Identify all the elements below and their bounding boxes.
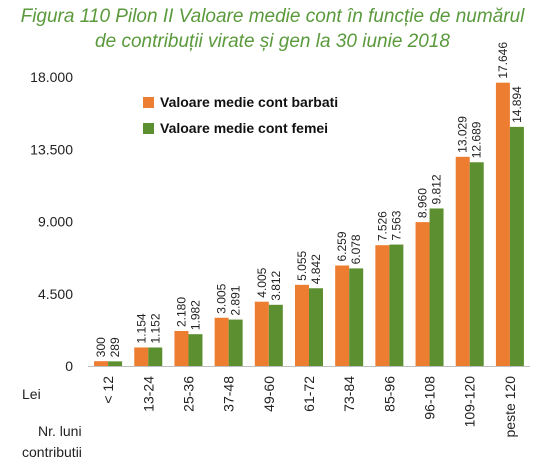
chart-title-line-2: de contribuții virate și gen la 30 iunie… (95, 31, 450, 52)
bar-femei (349, 268, 364, 366)
data-label-femei: 12.689 (470, 121, 484, 158)
bar-barbati (495, 82, 510, 367)
bar-barbati (375, 245, 390, 366)
legend-swatch-femei (143, 123, 154, 134)
x-tick-label: 13-24 (140, 376, 156, 412)
bar-femei (148, 347, 163, 366)
x-tick-label: 61-72 (301, 376, 317, 412)
data-label-barbati: 300 (94, 337, 108, 357)
legend-label-barbati: Valoare medie cont barbati (160, 94, 338, 110)
y-tick-label: 13.500 (30, 141, 73, 157)
x-tick-label: 25-36 (180, 376, 196, 412)
data-label-femei: 6.078 (349, 234, 363, 264)
bar-femei (309, 288, 323, 366)
bar-femei (429, 208, 444, 366)
bar-barbati (254, 301, 269, 366)
data-label-barbati: 7.526 (375, 211, 389, 241)
bar-barbati (174, 330, 189, 366)
x-tick-label: 49-60 (261, 376, 277, 412)
x-tick-label: peste 120 (502, 376, 518, 438)
data-label-barbati: 5.055 (295, 250, 309, 280)
bar-barbati (214, 317, 229, 366)
bar-femei (108, 361, 123, 366)
bar-barbati (94, 361, 109, 366)
data-label-femei: 3.812 (269, 270, 283, 300)
x-axis-label: Nr. luni contributii (22, 421, 82, 463)
chart-title-line-1: Figura 110 Pilon II Valoare medie cont î… (20, 6, 525, 27)
data-label-barbati: 3.005 (215, 283, 229, 313)
y-tick-label: 4.500 (38, 286, 73, 302)
bar-barbati (134, 347, 149, 366)
bar-femei (389, 244, 404, 366)
data-label-femei: 14.894 (510, 86, 524, 123)
bar-femei (228, 319, 243, 366)
y-tick-label: 0 (65, 358, 73, 374)
x-tick-label: 73-84 (341, 376, 357, 412)
bar-femei (509, 126, 524, 366)
legend-label-femei: Valoare medie cont femei (160, 120, 328, 136)
data-label-femei: 4.842 (309, 254, 323, 284)
x-tick-label: 37-48 (221, 376, 237, 412)
data-label-barbati: 1.154 (134, 313, 148, 343)
data-label-femei: 1.982 (188, 300, 202, 330)
x-axis-label-line-1: Nr. luni (38, 423, 82, 439)
bar-barbati (415, 222, 430, 366)
bar-femei (469, 162, 484, 366)
y-tick-label: 18.000 (30, 69, 73, 85)
data-label-barbati: 8.960 (416, 188, 430, 218)
bar-barbati (455, 156, 470, 366)
data-label-barbati: 13.029 (456, 116, 470, 153)
y-tick-label: 9.000 (38, 214, 73, 230)
data-label-femei: 7.563 (389, 210, 403, 240)
legend-swatch-barbati (143, 97, 154, 108)
bar-barbati (335, 265, 350, 366)
data-label-femei: 9.812 (430, 174, 444, 204)
x-tick-label: < 12 (100, 376, 116, 404)
x-tick-label: 96-108 (422, 376, 438, 420)
y-unit-label: Lei (22, 386, 41, 402)
data-label-barbati: 2.180 (174, 297, 188, 327)
bar-barbati (295, 284, 309, 366)
data-label-barbati: 4.005 (255, 267, 269, 297)
bar-femei (188, 334, 203, 366)
data-label-femei: 2.891 (229, 285, 243, 315)
data-label-femei: 1.152 (148, 313, 162, 343)
bar-femei (268, 304, 283, 366)
data-label-barbati: 6.259 (335, 231, 349, 261)
x-tick-label: 109-120 (462, 376, 478, 428)
x-axis-label-line-2: contributii (22, 444, 82, 460)
x-tick-label: 85-96 (381, 376, 397, 412)
data-label-femei: 289 (108, 337, 122, 357)
data-label-barbati: 17.646 (496, 42, 510, 79)
chart-title: Figura 110 Pilon II Valoare medie cont î… (0, 4, 545, 54)
